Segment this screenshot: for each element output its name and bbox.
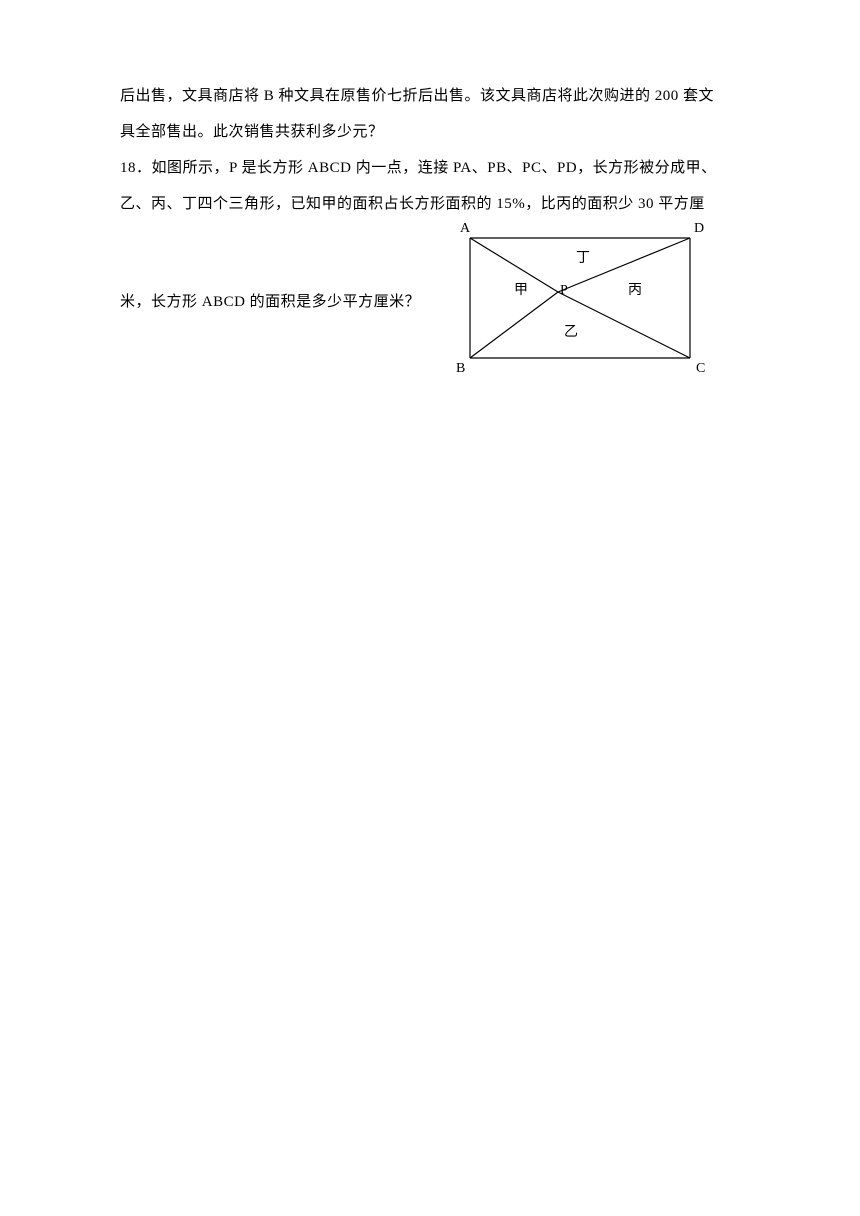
q17-line2: 具全部售出。此次销售共获利多少元？ [120, 124, 384, 140]
svg-text:C: C [696, 361, 705, 376]
svg-text:乙: 乙 [564, 324, 578, 340]
svg-text:D: D [694, 222, 704, 236]
q18-line3: 米，长方形 ABCD 的面积是多少平方厘米？ [120, 284, 420, 320]
svg-text:甲: 甲 [514, 283, 528, 298]
rectangle-diagram: A D B C 丁甲 P 丙乙 [450, 222, 730, 382]
diagram-svg: A D B C 丁甲 P 丙乙 [450, 222, 720, 382]
q17-line1: 后出售，文具商店将 B 种文具在原售价七折后出售。该文具商店将此次购进的 200… [120, 88, 714, 104]
q18-line1: 18．如图所示，P 是长方形 ABCD 内一点，连接 PA、PB、PC、PD，长… [120, 150, 750, 186]
svg-text:P: P [560, 283, 568, 298]
svg-text:B: B [456, 361, 465, 376]
q18-block: 18．如图所示，P 是长方形 ABCD 内一点，连接 PA、PB、PC、PD，长… [120, 150, 750, 382]
svg-text:A: A [460, 222, 471, 236]
svg-text:丁: 丁 [576, 251, 590, 266]
page: 后出售，文具商店将 B 种文具在原售价七折后出售。该文具商店将此次购进的 200… [0, 0, 860, 382]
q18-last-row: 米，长方形 ABCD 的面积是多少平方厘米？ A D B C 丁甲 P 丙乙 [120, 222, 750, 382]
svg-text:丙: 丙 [628, 283, 642, 298]
q18-line2: 乙、丙、丁四个三角形，已知甲的面积占长方形面积的 15%，比丙的面积少 30 平… [120, 186, 750, 222]
q17-tail: 后出售，文具商店将 B 种文具在原售价七折后出售。该文具商店将此次购进的 200… [120, 78, 750, 150]
